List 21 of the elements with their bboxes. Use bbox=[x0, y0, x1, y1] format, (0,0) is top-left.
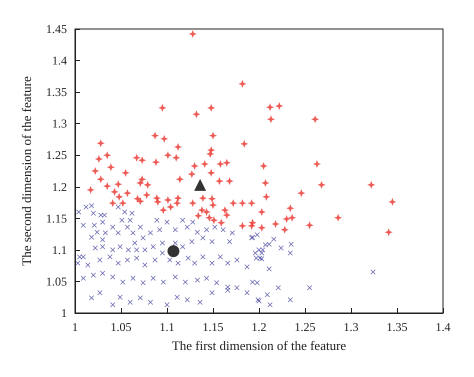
y-tick-label: 1.45 bbox=[46, 22, 67, 36]
x-axis-title: The first dimension of the feature bbox=[172, 338, 346, 353]
y-tick-label: 1.35 bbox=[46, 85, 67, 100]
x-tick-label: 1.2 bbox=[252, 320, 266, 334]
y-axis-title: The second dimension of the feature bbox=[19, 76, 34, 266]
y-tick-label: 1.15 bbox=[46, 211, 67, 226]
y-tick-label: 1.05 bbox=[46, 274, 67, 288]
x-tick-label: 1.05 bbox=[110, 320, 132, 334]
x-tick-label: 1.35 bbox=[386, 320, 408, 334]
x-tick-label: 1.1 bbox=[160, 320, 174, 334]
y-tick-label: 1 bbox=[61, 306, 67, 320]
x-tick-label: 1.4 bbox=[436, 320, 450, 334]
y-tick-label: 1.2 bbox=[52, 180, 67, 194]
x-tick-label: 1.15 bbox=[202, 320, 224, 334]
y-tick-label: 1.25 bbox=[46, 148, 67, 162]
x-tick-label: 1.3 bbox=[344, 320, 358, 334]
x-tick-label: 1.25 bbox=[294, 320, 316, 334]
y-tick-label: 1.4 bbox=[52, 54, 67, 68]
y-tick-label: 1.3 bbox=[52, 116, 67, 131]
y-tick-label: 1.1 bbox=[52, 242, 67, 257]
x-tick-label: 1 bbox=[72, 320, 78, 334]
